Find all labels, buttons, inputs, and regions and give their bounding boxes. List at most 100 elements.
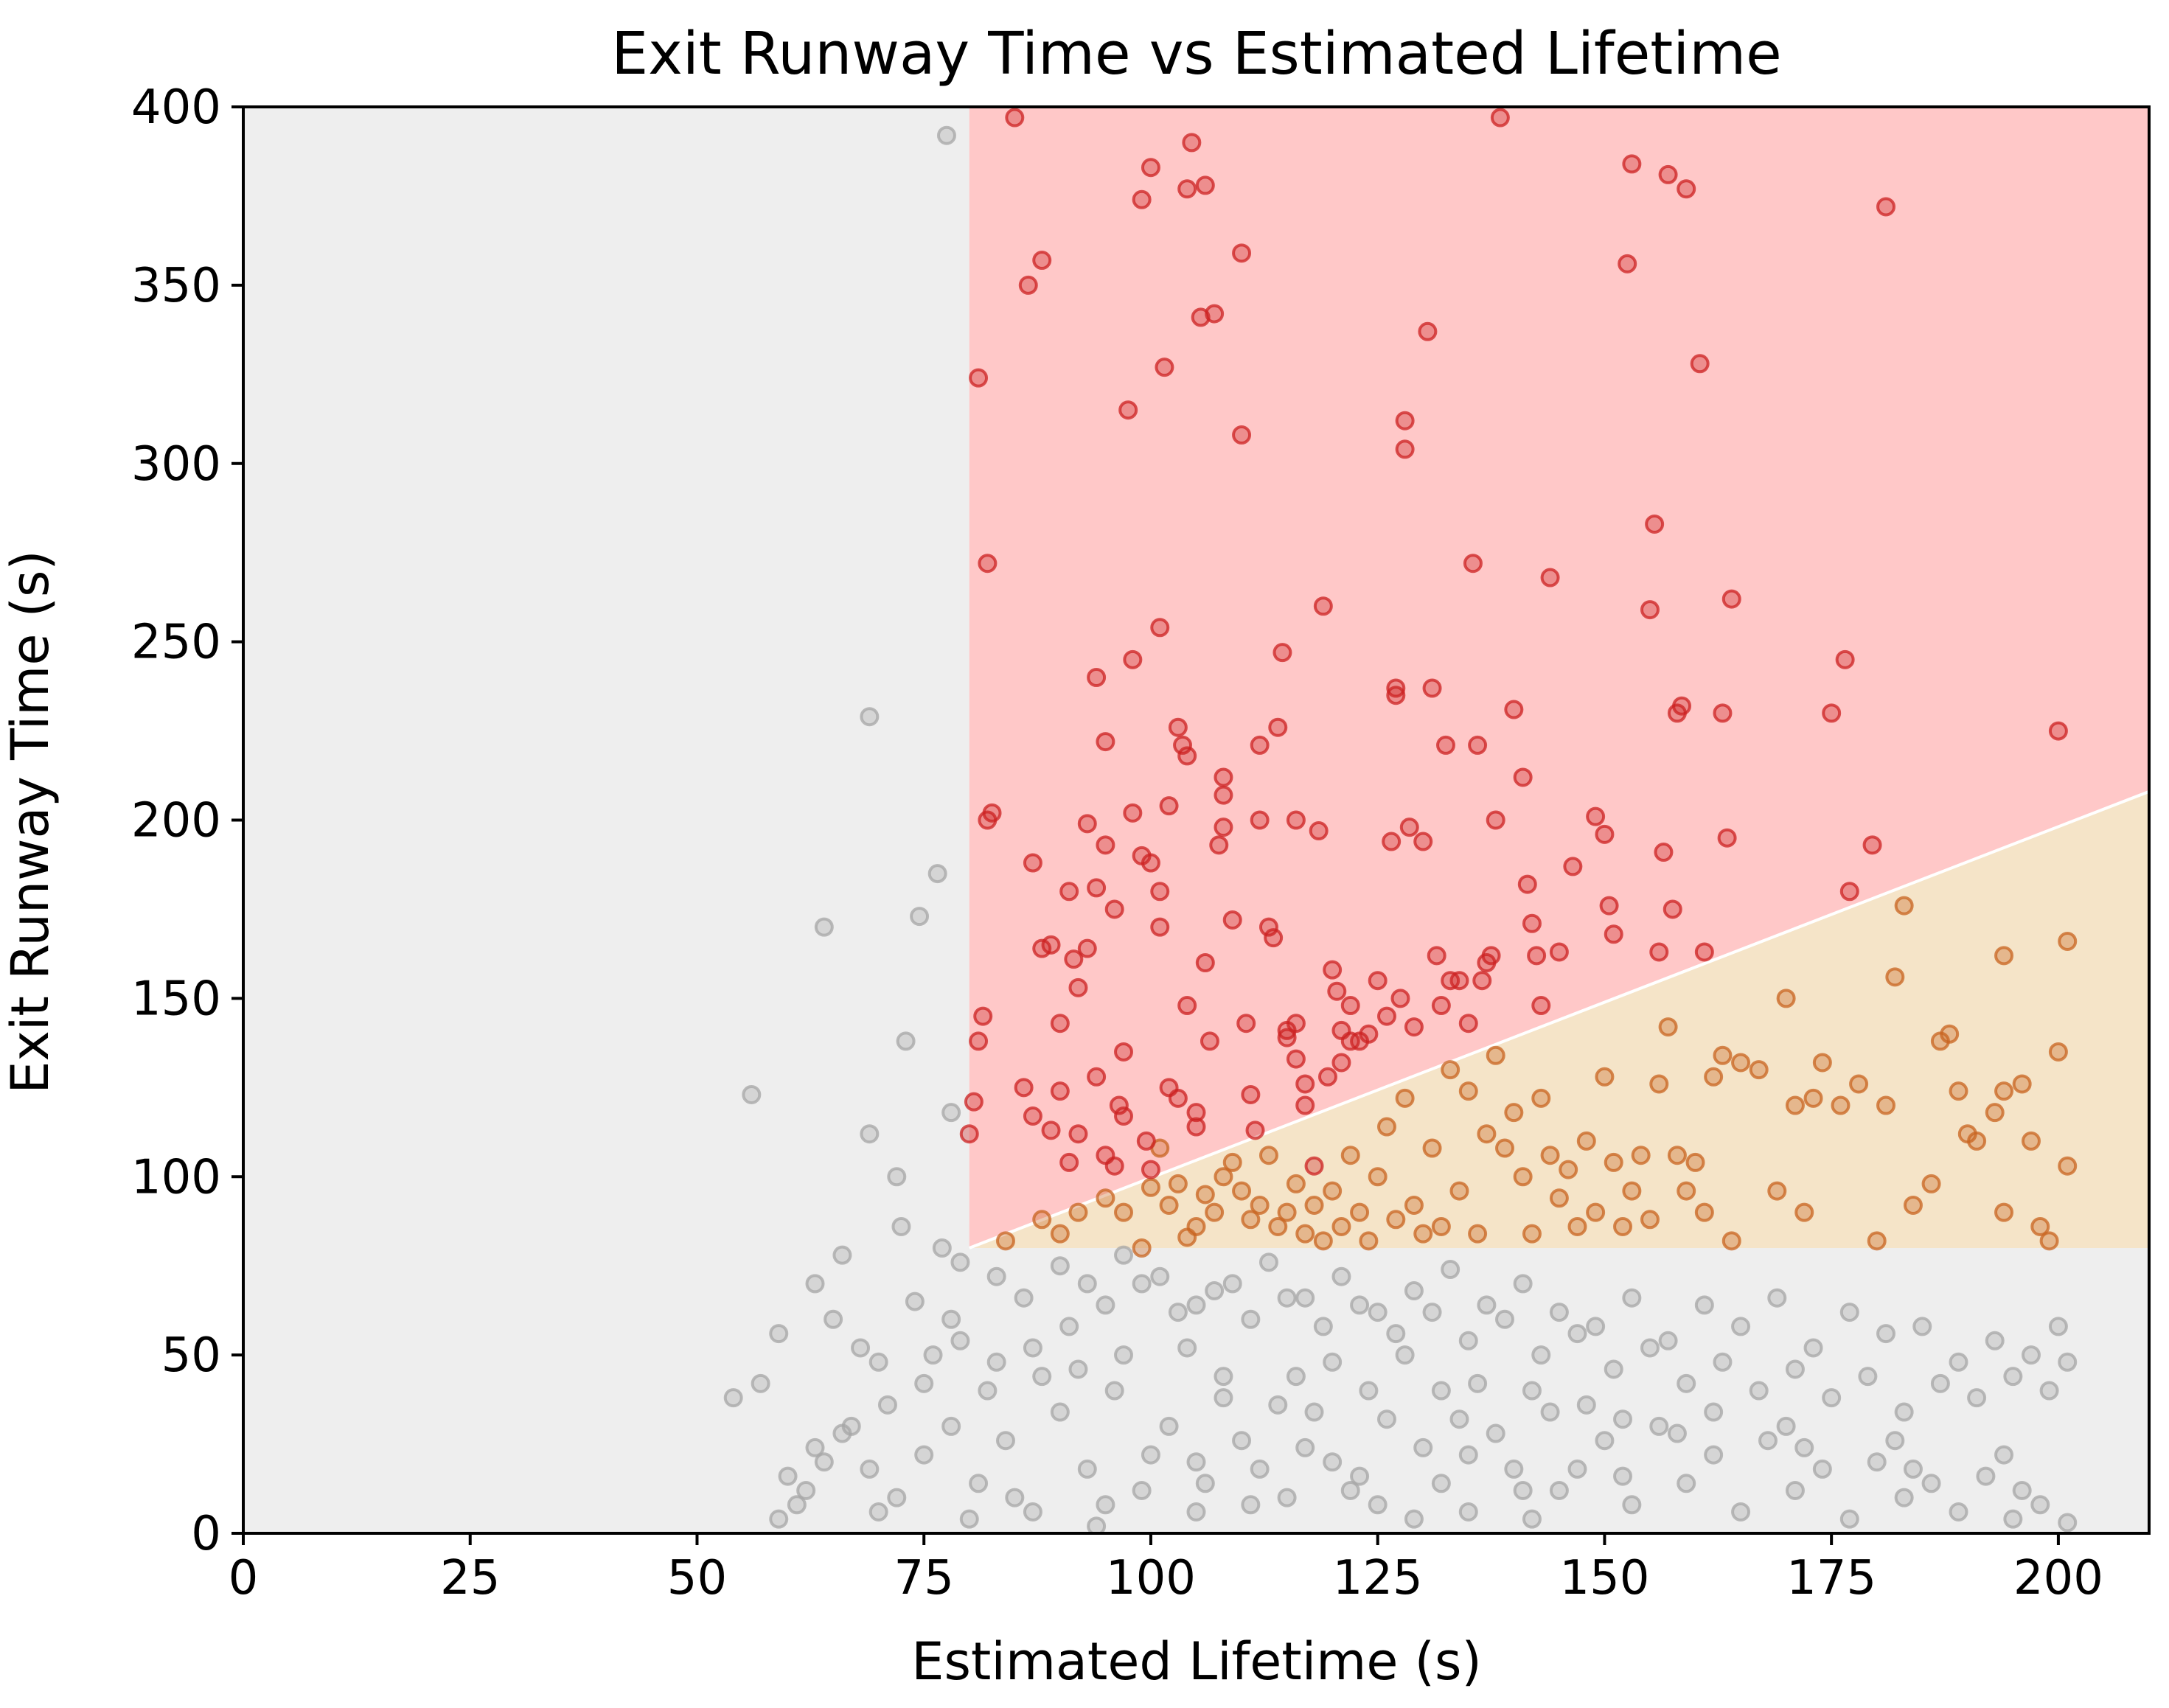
data-point: [1286, 1367, 1306, 1387]
data-point: [1214, 1367, 1233, 1387]
data-point: [1441, 1060, 1460, 1080]
data-point: [910, 907, 930, 927]
data-point: [1186, 1103, 1206, 1123]
data-point: [2003, 1509, 2023, 1529]
data-point: [1654, 843, 1674, 862]
x-tick-label: 0: [229, 1551, 259, 1606]
data-point: [1812, 1459, 1832, 1479]
data-point: [1490, 108, 1510, 128]
data-point: [1495, 1138, 1515, 1158]
data-point: [1377, 1117, 1396, 1137]
data-point: [1422, 678, 1442, 698]
data-point: [1132, 1274, 1152, 1294]
data-point: [2048, 721, 2068, 741]
data-point: [1340, 1480, 1360, 1500]
data-point: [986, 1266, 1006, 1286]
data-point: [1894, 1402, 1914, 1422]
data-point: [1640, 1210, 1660, 1230]
data-point: [1214, 818, 1233, 837]
data-point: [1595, 1067, 1615, 1087]
data-point: [1677, 1181, 1696, 1201]
region-divider: [969, 789, 2149, 1249]
data-point: [796, 1480, 816, 1500]
data-point: [2048, 1042, 2068, 1062]
data-point: [1186, 1295, 1206, 1315]
data-point: [1613, 1409, 1633, 1429]
data-point: [1323, 960, 1343, 980]
data-point: [1272, 643, 1292, 663]
data-point: [1794, 1202, 1814, 1222]
data-point: [1858, 1367, 1878, 1387]
data-point: [1658, 1331, 1678, 1350]
data-point: [1050, 1224, 1070, 1244]
data-point: [1182, 133, 1202, 153]
data-point: [1835, 649, 1855, 669]
data-point: [1264, 928, 1284, 948]
x-tick-label: 75: [894, 1551, 953, 1606]
data-point: [1114, 1106, 1134, 1126]
data-point: [1586, 1202, 1606, 1222]
data-point: [1431, 1474, 1451, 1493]
data-point: [1132, 1480, 1152, 1500]
data-point: [996, 1231, 1015, 1251]
data-point: [1549, 1188, 1569, 1208]
data-point: [1427, 946, 1446, 966]
data-point: [1481, 946, 1501, 966]
data-point: [1468, 735, 1488, 755]
data-point: [1295, 1288, 1315, 1308]
data-point: [1350, 1202, 1370, 1222]
data-point: [1159, 1416, 1179, 1436]
data-point: [1368, 1303, 1388, 1322]
data-point: [1195, 175, 1215, 195]
data-point: [1005, 1488, 1025, 1507]
data-point: [1645, 514, 1665, 534]
data-point: [1340, 1146, 1360, 1165]
data-point: [1949, 1502, 1968, 1521]
data-point: [1431, 1381, 1451, 1401]
data-point: [1395, 1088, 1415, 1108]
data-point: [887, 1167, 907, 1187]
data-point: [1685, 1152, 1705, 1172]
x-tick-label: 150: [1559, 1551, 1649, 1606]
data-point: [1567, 1216, 1587, 1236]
data-point: [1327, 981, 1347, 1001]
data-point: [1399, 818, 1419, 837]
data-point: [1540, 1146, 1560, 1165]
data-point: [978, 554, 998, 574]
data-point: [1159, 1195, 1179, 1215]
data-point: [1458, 1502, 1478, 1521]
data-point: [1277, 1028, 1297, 1048]
y-axis-label: Exit Runway Time (s): [0, 550, 60, 1094]
data-point: [1386, 1324, 1406, 1344]
data-point: [1513, 1480, 1533, 1500]
data-point: [1096, 732, 1115, 752]
data-point: [1168, 717, 1188, 737]
data-point: [1323, 1452, 1343, 1472]
data-point: [1309, 821, 1329, 841]
data-point: [1976, 1466, 1996, 1486]
data-point: [1921, 1174, 1941, 1193]
data-point: [1749, 1060, 1769, 1080]
data-point: [927, 864, 947, 884]
data-point: [1023, 853, 1042, 873]
data-point: [1368, 1167, 1388, 1187]
data-point: [1295, 1074, 1315, 1094]
data-point: [1649, 1074, 1669, 1094]
data-point: [1177, 996, 1197, 1016]
data-point: [1195, 953, 1215, 972]
data-point: [1776, 989, 1796, 1008]
data-point: [2048, 1317, 2068, 1336]
data-point: [1241, 1495, 1261, 1515]
data-point: [964, 1092, 983, 1112]
data-point: [1504, 1459, 1524, 1479]
data-point: [1622, 1181, 1642, 1201]
data-point: [1087, 1516, 1107, 1533]
data-point: [1118, 400, 1138, 420]
data-point: [1232, 1431, 1252, 1451]
data-point: [1241, 1084, 1261, 1104]
data-point: [1032, 1367, 1052, 1387]
data-point: [1317, 1067, 1337, 1087]
data-point: [1649, 1416, 1669, 1436]
data-point: [969, 1031, 989, 1051]
data-point: [1713, 1352, 1733, 1372]
